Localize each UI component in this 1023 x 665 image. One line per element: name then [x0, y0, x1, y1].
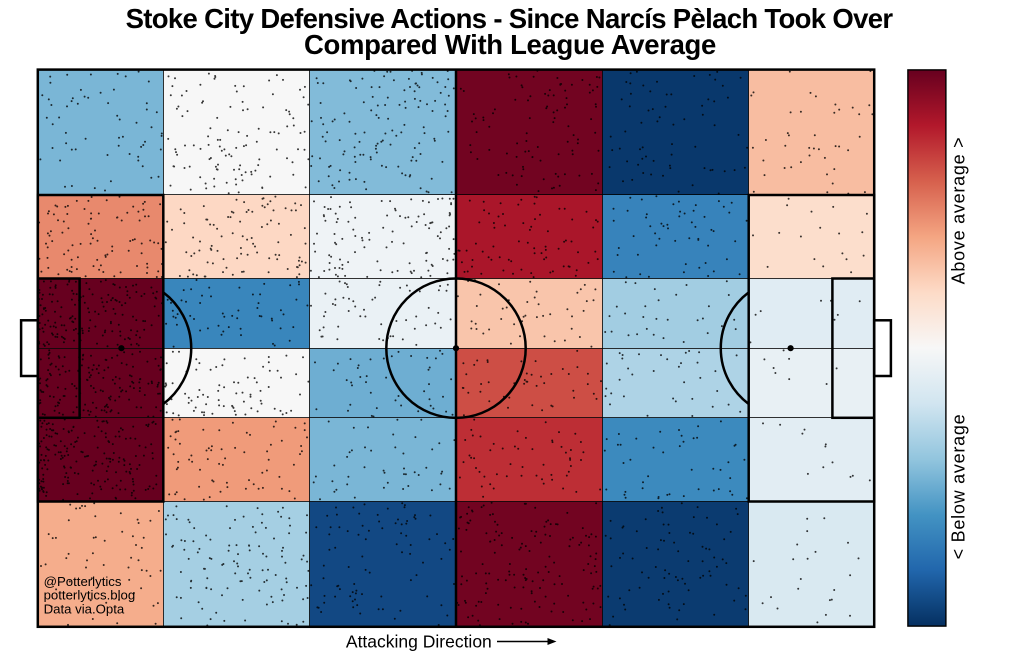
svg-text:Above average >: Above average >	[949, 137, 969, 285]
svg-text:Stoke City Defensive Actions -: Stoke City Defensive Actions - Since Nar…	[126, 3, 894, 34]
svg-text:Compared With League Average: Compared With League Average	[304, 29, 716, 60]
svg-text:potterlytics.blog: potterlytics.blog	[44, 588, 136, 603]
svg-text:< Below average: < Below average	[949, 414, 969, 560]
svg-text:Attacking Direction: Attacking Direction	[346, 631, 492, 651]
svg-text:Data via.Opta: Data via.Opta	[44, 601, 125, 616]
svg-text:@Potterlytics: @Potterlytics	[44, 574, 122, 589]
